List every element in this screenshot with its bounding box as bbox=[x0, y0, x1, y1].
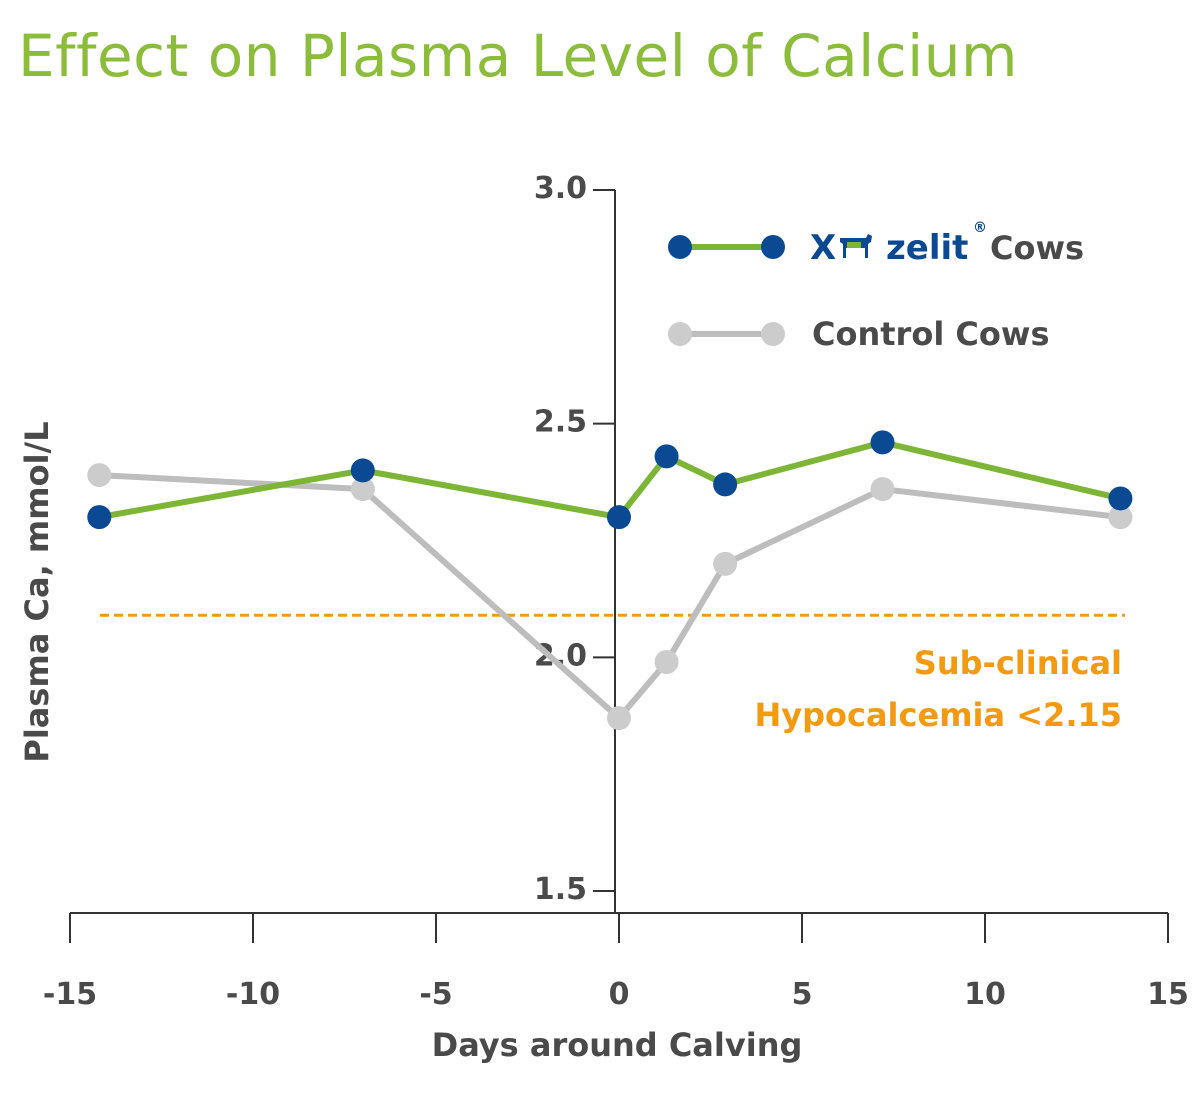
legend-brand-name: zelit bbox=[886, 228, 968, 268]
y-tick-label: 1.5 bbox=[534, 872, 587, 907]
cow-spot-icon bbox=[847, 242, 861, 248]
y-tick-label: 2.5 bbox=[534, 405, 587, 440]
legend-brand-registered-mark: ® bbox=[973, 220, 987, 236]
threshold-label-line2: Hypocalcemia <2.15 bbox=[754, 696, 1122, 734]
xzelit-data-point bbox=[870, 430, 895, 455]
xzelit-series-line bbox=[98, 439, 1122, 521]
control-data-point bbox=[87, 463, 112, 488]
legend-control-label: Control Cows bbox=[812, 315, 1050, 353]
x-tick-label: 10 bbox=[964, 977, 1006, 1012]
axes-group: 1.52.02.53.0-15 -10 -5 0 5 10 15 bbox=[43, 171, 1189, 1012]
x-tick-label: -10 bbox=[226, 977, 280, 1012]
series-group bbox=[87, 430, 1133, 731]
legend-xzelit-marker-right bbox=[761, 235, 785, 259]
control-data-point bbox=[870, 477, 895, 502]
cow-icon bbox=[840, 234, 872, 258]
legend-xzelit-marker-left bbox=[668, 235, 692, 259]
xzelit-data-point bbox=[713, 472, 738, 497]
legend-xzelit-label: Cows bbox=[990, 229, 1084, 267]
xzelit-data-point bbox=[654, 444, 679, 469]
x-tick-label: 0 bbox=[609, 977, 630, 1012]
xzelit-data-point bbox=[607, 505, 631, 530]
control-data-point bbox=[713, 551, 738, 576]
control-data-point bbox=[1108, 505, 1133, 530]
legend-control-marker-left bbox=[668, 322, 692, 346]
y-tick-label: 3.0 bbox=[534, 171, 587, 206]
xzelit-data-point bbox=[1108, 486, 1133, 511]
threshold-group: Sub-clinical Hypocalcemia <2.15 bbox=[100, 613, 1125, 734]
x-axis-label: Days around Calving bbox=[432, 1026, 803, 1064]
control-data-point bbox=[607, 706, 631, 731]
legend-brand-prefix: X bbox=[810, 228, 836, 268]
control-data-point bbox=[350, 477, 375, 502]
chart-title: Effect on Plasma Level of Calcium bbox=[18, 22, 1019, 90]
y-axis-label: Plasma Ca, mmol/L bbox=[18, 421, 56, 762]
xzelit-data-point bbox=[350, 458, 375, 483]
xzelit-data-point bbox=[87, 505, 112, 530]
x-tick-label: -15 bbox=[43, 977, 97, 1012]
x-tick-label: 15 bbox=[1147, 977, 1189, 1012]
control-data-point bbox=[654, 650, 679, 675]
x-tick-label: -5 bbox=[419, 977, 452, 1012]
threshold-label-line1: Sub-clinical bbox=[914, 644, 1122, 682]
x-tick-label: 5 bbox=[792, 977, 813, 1012]
legend-control-marker-right bbox=[761, 322, 785, 346]
